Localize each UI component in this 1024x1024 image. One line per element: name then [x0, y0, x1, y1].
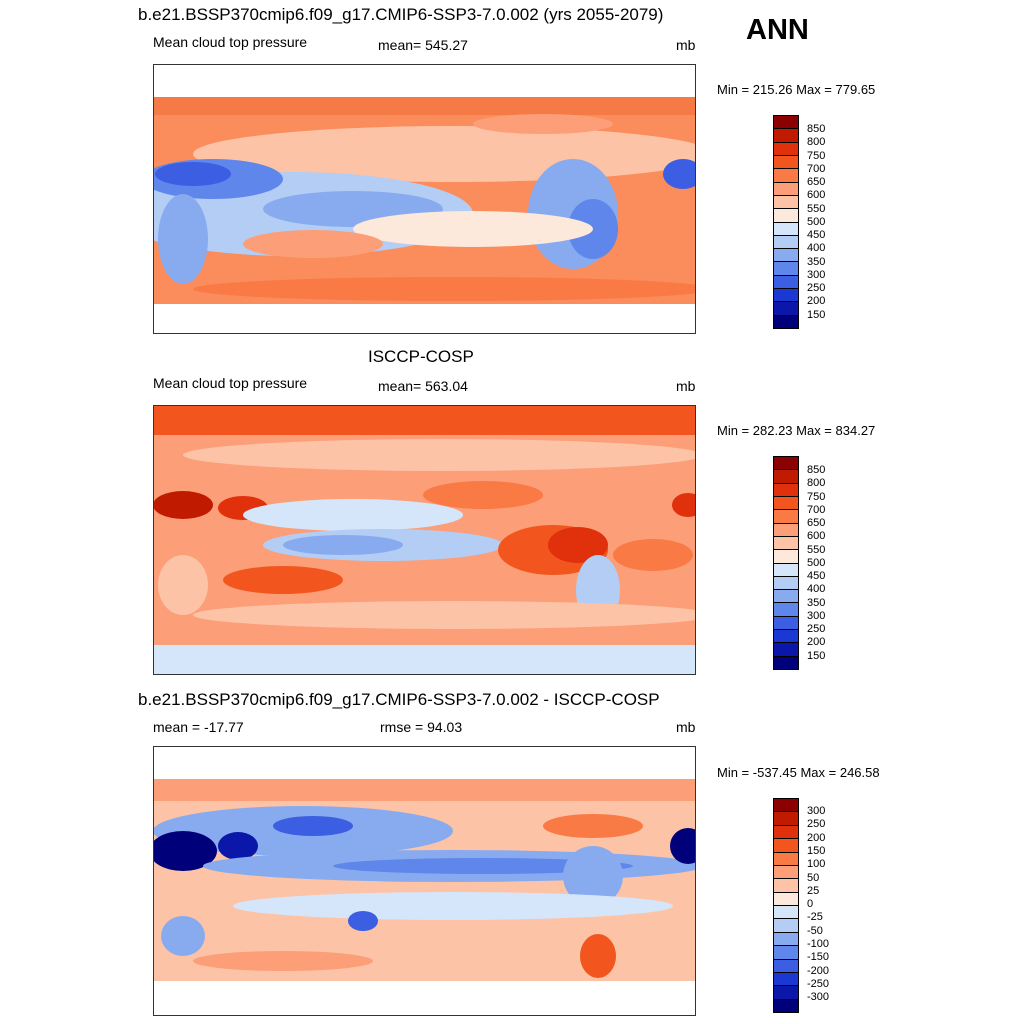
cbar-tick: -100 — [807, 938, 830, 950]
cbar-tick: 800 — [807, 136, 826, 148]
cbar-tick: 450 — [807, 570, 826, 582]
panel3-colorbar — [773, 798, 799, 1013]
panel3-minmax: Min = -537.45 Max = 246.58 — [717, 765, 880, 780]
panel1-map — [153, 64, 696, 334]
cbar-tick: 250 — [807, 818, 826, 830]
cbar-tick: -300 — [807, 991, 830, 1003]
panel1-title: b.e21.BSSP370cmip6.f09_g17.CMIP6-SSP3-7.… — [138, 5, 664, 24]
panel1-mean-label: mean= 545.27 — [378, 37, 468, 53]
cbar-tick: 200 — [807, 832, 826, 844]
cbar-tick: 350 — [807, 597, 826, 609]
cbar-tick: 300 — [807, 610, 826, 622]
cbar-tick: 400 — [807, 583, 826, 595]
cbar-tick: -50 — [807, 925, 823, 937]
cbar-tick: 50 — [807, 872, 820, 884]
cbar-tick: 450 — [807, 229, 826, 241]
panel2-map — [153, 405, 696, 675]
panel1-minmax: Min = 215.26 Max = 779.65 — [717, 82, 876, 97]
panel3-map — [153, 746, 696, 1016]
cbar-tick: 700 — [807, 504, 826, 516]
cbar-tick: 300 — [807, 269, 826, 281]
cbar-tick: 800 — [807, 477, 826, 489]
cbar-tick: 600 — [807, 530, 826, 542]
panel2-variable-label: Mean cloud top pressure — [153, 375, 308, 391]
cbar-tick: 350 — [807, 256, 826, 268]
cbar-tick: 500 — [807, 216, 826, 228]
cbar-tick: 850 — [807, 464, 826, 476]
panel1-colorbar — [773, 115, 799, 329]
cbar-tick: 700 — [807, 163, 826, 175]
cbar-tick: 25 — [807, 885, 820, 897]
cbar-tick: 150 — [807, 650, 826, 662]
panel2-title: ISCCP-COSP — [368, 347, 474, 366]
cbar-tick: 300 — [807, 805, 826, 817]
cbar-tick: -25 — [807, 911, 823, 923]
cbar-tick: 500 — [807, 557, 826, 569]
panel2-mean-label: mean= 563.04 — [378, 378, 468, 394]
panel2-units-label: mb — [676, 378, 696, 394]
cbar-tick: 600 — [807, 189, 826, 201]
panel2-colorbar — [773, 456, 799, 670]
cbar-tick: 550 — [807, 544, 826, 556]
cbar-tick: 650 — [807, 517, 826, 529]
panel1-variable-label: Mean cloud top pressure — [153, 34, 308, 50]
cbar-tick: 150 — [807, 845, 826, 857]
cbar-tick: 100 — [807, 858, 826, 870]
cbar-tick: 200 — [807, 636, 826, 648]
cbar-tick: 250 — [807, 623, 826, 635]
cbar-tick: 550 — [807, 203, 826, 215]
cbar-tick: 200 — [807, 295, 826, 307]
season-label: ANN — [746, 14, 809, 46]
panel1-units-label: mb — [676, 37, 696, 53]
cbar-tick: 850 — [807, 123, 826, 135]
cbar-tick: 750 — [807, 491, 826, 503]
cbar-tick: 0 — [807, 898, 814, 910]
cbar-tick: 400 — [807, 242, 826, 254]
panel3-title: b.e21.BSSP370cmip6.f09_g17.CMIP6-SSP3-7.… — [138, 690, 660, 709]
panel3-mean-label: mean = -17.77 — [153, 719, 244, 735]
cbar-tick: -250 — [807, 978, 830, 990]
cbar-tick: -150 — [807, 951, 830, 963]
cbar-tick: 250 — [807, 282, 826, 294]
cbar-tick: 150 — [807, 309, 826, 321]
cbar-tick: 650 — [807, 176, 826, 188]
cbar-tick: 750 — [807, 150, 826, 162]
panel3-units-label: mb — [676, 719, 696, 735]
panel2-minmax: Min = 282.23 Max = 834.27 — [717, 423, 876, 438]
panel3-rmse-label: rmse = 94.03 — [380, 719, 463, 735]
cbar-tick: -200 — [807, 965, 830, 977]
